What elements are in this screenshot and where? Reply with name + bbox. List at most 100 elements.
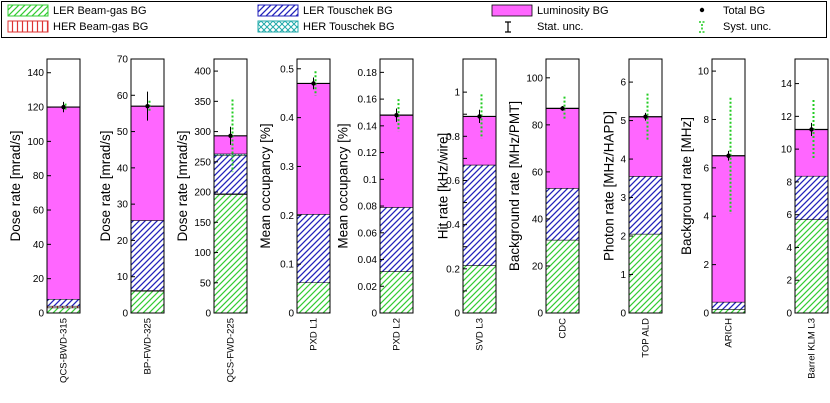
y-axis-label: Mean occupancy [%] — [258, 123, 273, 248]
category-label: Barrel KLM L3 — [807, 318, 818, 379]
total-point — [311, 81, 316, 86]
total-point — [228, 133, 233, 139]
y-tick-label: 120 — [27, 103, 44, 114]
category-label: CDC — [558, 318, 569, 339]
legend-label: Syst. unc. — [723, 21, 771, 33]
panel-cdc: 0 20 40 60 80 100 Background rate [MHz/PMT] CDC — [507, 58, 580, 339]
y-tick-label: 6 — [620, 78, 626, 89]
y-axis-label: Dose rate [mrad/s] — [8, 130, 23, 241]
y-tick-label: 1 — [620, 270, 626, 281]
panel-svd-l3: 0 0.2 0.4 0.6 0.8 1 Hit rate [kHz/wire] SVD L3 — [435, 58, 497, 351]
y-tick-label: 50 — [117, 127, 129, 138]
y-axis-label: Background rate [MHz] — [679, 117, 694, 255]
bar-segment-ler_tou — [296, 214, 331, 283]
total-point — [145, 103, 150, 109]
legend-label: Stat. unc. — [537, 21, 583, 33]
bar-segment-lumi — [462, 116, 497, 166]
legend-item-ler-beam-gas: LER Beam-gas BG — [7, 4, 147, 17]
y-tick-label: 2 — [703, 260, 709, 271]
bar-segment-ler_tou — [794, 175, 829, 220]
plot-frame — [711, 58, 746, 314]
y-tick-label: 50 — [200, 278, 212, 289]
y-tick-label: 0.4 — [446, 220, 460, 231]
y-tick-label: 14 — [781, 79, 793, 90]
y-tick-label: 200 — [194, 188, 211, 199]
legend-item-ler-touschek: LER Touschek BG — [257, 4, 393, 17]
y-tick-label: 0.14 — [358, 121, 378, 132]
y-tick-label: 0.6 — [446, 176, 460, 187]
y-tick-label: 0.2 — [280, 211, 294, 222]
bar-segment-lumi — [46, 106, 81, 300]
plot-frame — [794, 58, 829, 314]
legend-box — [1, 1, 827, 38]
y-tick-label: 10 — [117, 272, 129, 283]
y-tick-label: 30 — [117, 200, 129, 211]
plot-frame — [213, 58, 248, 314]
panel-arich: 0 2 4 6 8 10 Background rate [MHz] ARICH — [679, 58, 746, 348]
y-axis-label: Mean occupancy [%] — [336, 123, 351, 248]
y-tick-label: 60 — [117, 91, 129, 102]
y-tick-label: 140 — [27, 68, 44, 79]
bar-segment-ler_tou — [213, 155, 248, 195]
panel-qcs-bwd-315: 0 20 40 60 80 100 120 140 Dose rate [mrad/s] QCS-… — [8, 58, 81, 383]
plot-frame — [379, 58, 414, 314]
y-tick-label: 0.04 — [358, 255, 378, 266]
bar-segment-ler_bg — [213, 194, 248, 314]
y-tick-label: 0 — [38, 309, 44, 320]
y-tick-label: 40 — [33, 240, 45, 251]
bar-segment-ler_tou — [545, 188, 580, 241]
y-axis-label: Dose rate [mrad/s] — [175, 130, 190, 241]
y-axis-label: Background rate [MHz/PMT] — [507, 101, 522, 271]
y-tick-label: 100 — [27, 137, 44, 148]
bar-segment-her_bg — [46, 305, 81, 309]
total-point — [809, 127, 814, 132]
bar-segment-ler_bg — [130, 290, 165, 314]
y-tick-label: 0 — [703, 309, 709, 320]
y-tick-label: 0.4 — [280, 113, 294, 124]
legend-label: LER Touschek BG — [303, 5, 393, 17]
y-tick-label: 20 — [117, 236, 129, 247]
y-axis-label: Dose rate [mrad/s] — [98, 130, 113, 241]
category-label: SVD L3 — [475, 318, 486, 351]
bar-segment-lumi — [545, 108, 580, 189]
panel-qcs-fwd-225: 0 50 100 150 200 250 300 350 400 Dose rate [mrad/… — [175, 58, 248, 382]
bar-segment-ler_bg — [711, 309, 746, 314]
y-tick-label: 0.1 — [280, 260, 294, 271]
legend-item-luminosity: Luminosity BG — [491, 4, 609, 17]
bar-segment-ler_bg — [545, 239, 580, 314]
y-tick-label: 8 — [703, 115, 709, 126]
panel-bp-fwd-325: 0 10 20 30 40 50 60 70 Dose rate [mrad/s] BP-FWD-… — [98, 55, 165, 374]
total-point — [560, 106, 565, 111]
y-tick-label: 0 — [620, 309, 626, 320]
y-axis-label: Hit rate [kHz/wire] — [435, 133, 450, 240]
panel-barrel-klm-l3: 0 2 4 6 8 10 12 14 Barrel KLM L3 — [781, 58, 829, 379]
legend-item-stat-unc: Stat. unc. — [505, 21, 583, 33]
y-tick-label: 0.12 — [358, 148, 378, 159]
y-tick-label: 10 — [698, 67, 710, 78]
y-tick-label: 0.16 — [358, 95, 378, 106]
category-label: BP-FWD-325 — [143, 318, 154, 374]
y-tick-label: 300 — [194, 127, 211, 138]
y-tick-label: 150 — [194, 218, 211, 229]
plot-frame — [130, 58, 165, 314]
y-tick-label: 0.2 — [446, 264, 460, 275]
bar-segment-lumi — [794, 129, 829, 177]
total-point — [394, 112, 399, 118]
bar-segment-ler_bg — [46, 307, 81, 314]
plot-frame — [296, 58, 331, 314]
y-tick-label: 4 — [786, 243, 792, 254]
y-tick-label: 4 — [620, 155, 626, 166]
y-tick-label: 350 — [194, 97, 211, 108]
plot-frame — [46, 58, 81, 314]
y-tick-label: 0.5 — [280, 64, 294, 75]
y-tick-label: 0 — [786, 309, 792, 320]
y-tick-label: 100 — [526, 73, 543, 84]
y-tick-label: 0 — [454, 309, 460, 320]
y-tick-label: 4 — [703, 212, 709, 223]
bar-segment-ler_bg — [628, 233, 663, 314]
y-tick-label: 0.8 — [446, 132, 460, 143]
y-tick-label: 20 — [33, 274, 45, 285]
plot-frame — [628, 58, 663, 314]
legend-item-syst-unc: Syst. unc. — [699, 21, 771, 33]
